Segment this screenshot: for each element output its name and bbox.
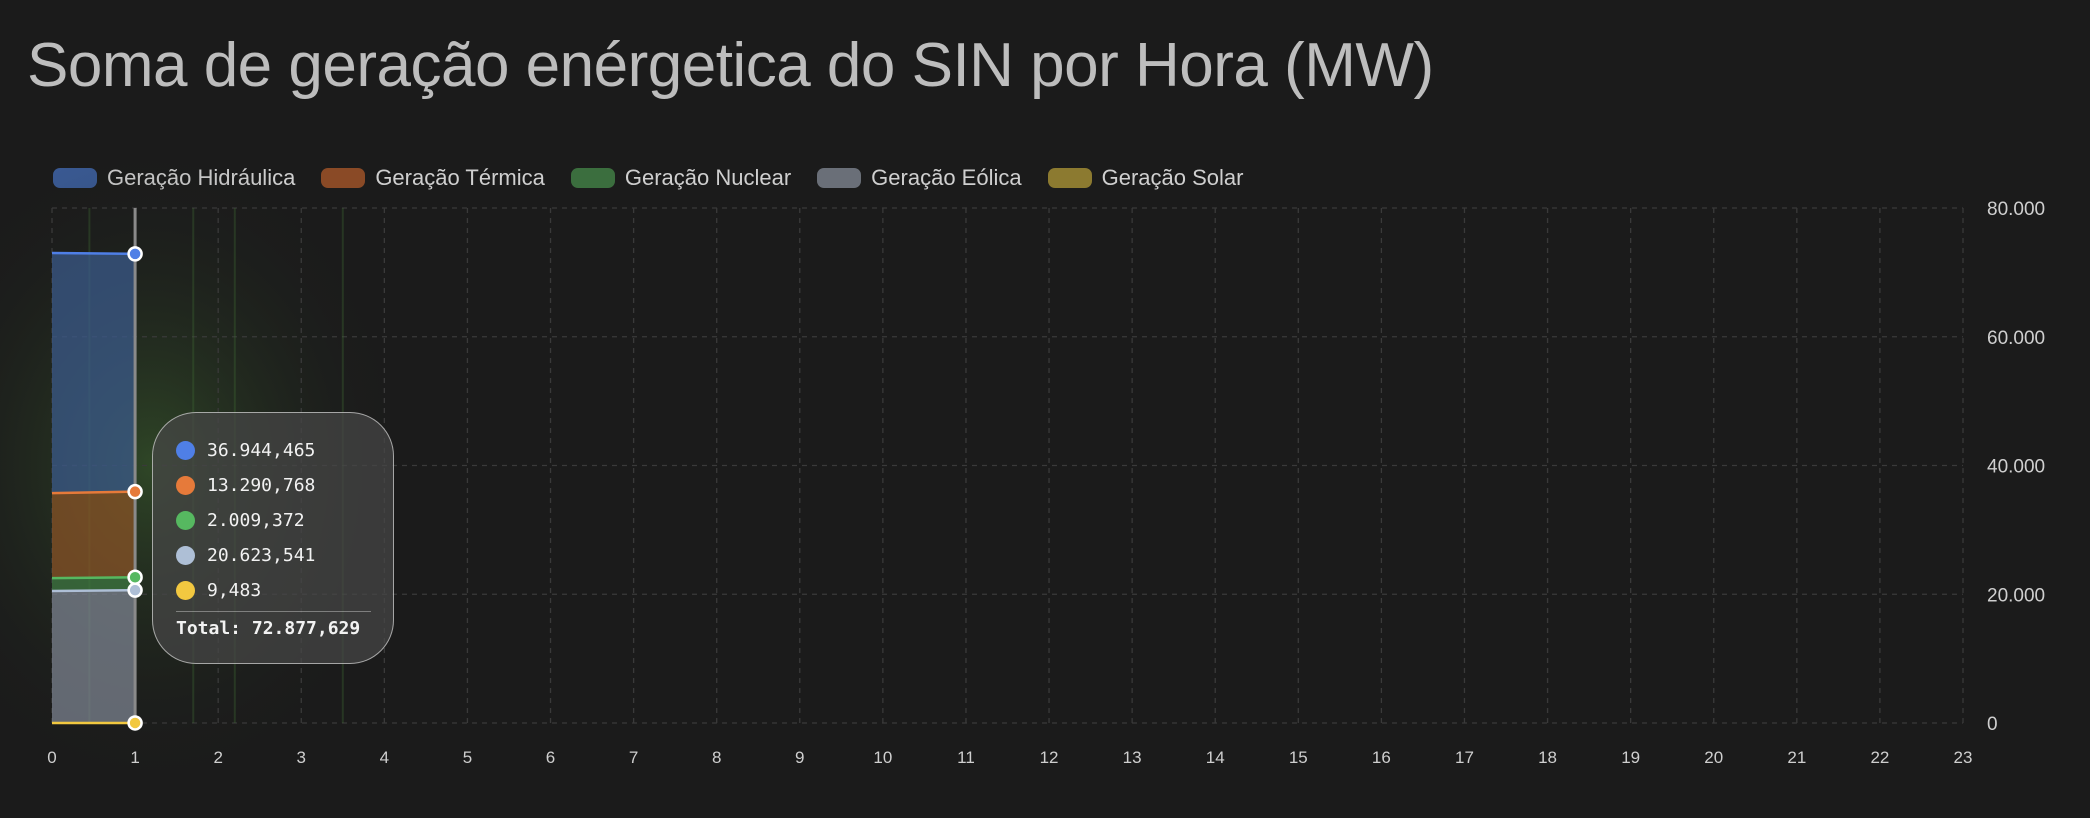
x-tick-label: 0: [47, 748, 56, 767]
x-tick-label: 1: [130, 748, 139, 767]
x-tick-label: 10: [873, 748, 892, 767]
y-tick-label: 60.000: [1987, 328, 2045, 349]
x-tick-label: 15: [1289, 748, 1308, 767]
area-geração-hidráulica: [52, 253, 136, 494]
x-tick-label: 19: [1621, 748, 1640, 767]
chart-tooltip: 36.944,465 13.290,768 2.009,372 20.623,5…: [152, 412, 394, 664]
area-geração-nuclear: [52, 577, 136, 591]
tooltip-total: Total: 72.877,629: [176, 618, 361, 639]
data-point: [127, 715, 143, 731]
x-tick-label: 9: [795, 748, 804, 767]
data-point: [127, 246, 143, 262]
legend-swatch: [1047, 168, 1092, 188]
tooltip-value: 9,483: [207, 580, 262, 601]
data-point: [127, 582, 143, 598]
series-line: [51, 588, 136, 593]
legend-item-solar[interactable]: Geração Solar: [1047, 165, 1244, 191]
tooltip-color-dot: [176, 511, 195, 530]
tooltip-color-dot: [176, 476, 195, 495]
x-tick-label: 11: [957, 748, 975, 767]
area-geração-térmica: [52, 491, 136, 579]
tooltip-color-dot: [176, 546, 195, 565]
x-tick-label: 23: [1954, 748, 1973, 767]
tooltip-row: 36.944,465: [176, 433, 371, 468]
area-geração-eólica: [52, 590, 136, 723]
x-tick-label: 3: [297, 748, 306, 767]
x-tick-label: 22: [1870, 748, 1889, 767]
tooltip-row: 13.290,768: [176, 468, 371, 503]
tooltip-value: 13.290,768: [207, 475, 316, 496]
tooltip-divider: [176, 611, 371, 612]
series-line: [51, 575, 136, 580]
legend-swatch: [321, 168, 366, 188]
legend-label: Geração Eólica: [871, 165, 1022, 190]
legend-item-nuclear[interactable]: Geração Nuclear: [570, 165, 792, 191]
x-tick-label: 17: [1455, 748, 1474, 767]
tooltip-color-dot: [176, 581, 195, 600]
x-tick-label: 7: [629, 748, 638, 767]
y-tick-label: 40.000: [1987, 457, 2045, 478]
x-tick-label: 16: [1372, 748, 1391, 767]
x-tick-label: 5: [463, 748, 472, 767]
tooltip-row: 2.009,372: [176, 503, 371, 538]
legend-item-termica[interactable]: Geração Térmica: [321, 165, 545, 191]
x-tick-label: 21: [1787, 748, 1806, 767]
tooltip-value: 2.009,372: [207, 510, 305, 531]
x-tick-label: 12: [1040, 748, 1059, 767]
tooltip-row: 9,483: [176, 573, 371, 608]
legend-swatch: [817, 168, 862, 188]
x-tick-label: 6: [546, 748, 555, 767]
series-line: [51, 251, 136, 256]
legend-label: Geração Térmica: [375, 165, 545, 190]
data-point: [127, 483, 143, 500]
y-tick-label: 0: [1987, 714, 1998, 735]
x-tick-label: 2: [213, 748, 222, 767]
x-tick-label: 20: [1704, 748, 1723, 767]
x-tick-label: 14: [1206, 748, 1225, 767]
series-line: [51, 490, 136, 495]
legend-label: Geração Solar: [1101, 165, 1244, 190]
tooltip-value: 20.623,541: [207, 545, 316, 566]
data-point: [127, 569, 143, 585]
x-tick-label: 4: [380, 748, 389, 767]
y-tick-label: 80.000: [1987, 199, 2045, 220]
tooltip-color-dot: [176, 441, 195, 460]
tooltip-row: 20.623,541: [176, 538, 371, 573]
x-tick-label: 8: [712, 748, 721, 767]
legend-label: Geração Nuclear: [624, 165, 792, 190]
y-tick-label: 20.000: [1987, 585, 2045, 606]
chart-title: Soma de geração enérgetica do SIN por Ho…: [27, 31, 1434, 100]
x-tick-label: 18: [1538, 748, 1557, 767]
legend-swatch: [570, 168, 615, 188]
x-tick-label: 13: [1123, 748, 1142, 767]
legend-item-eolica[interactable]: Geração Eólica: [817, 165, 1022, 191]
tooltip-value: 36.944,465: [207, 440, 316, 461]
